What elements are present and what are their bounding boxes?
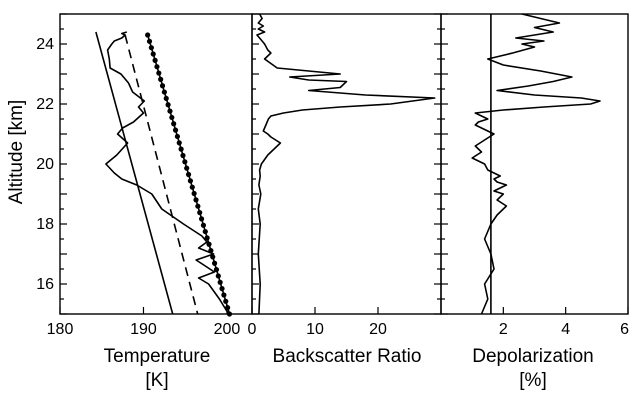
temperature-marker-point <box>202 228 208 235</box>
depolarization-plot-frame <box>440 13 629 315</box>
temperature-marker-point <box>161 89 167 95</box>
temperature-marker-point <box>152 57 158 63</box>
temperature-marker-point <box>174 133 181 140</box>
temperature-marker-point <box>217 279 223 285</box>
temperature-marker-point <box>176 140 182 146</box>
y-tick-label: 20 <box>36 156 54 173</box>
backscatter-x-tick-label: 0 <box>248 321 257 338</box>
temperature-marker-point <box>200 222 207 228</box>
temperature-panel: 16 18 20 22 24 180 190 200 <box>36 13 253 338</box>
depolarization-xlabel-line1: Depolarization <box>472 346 593 367</box>
temperature-marker-point <box>197 209 203 216</box>
backscatter-x-tick-label: 20 <box>369 321 387 338</box>
temperature-marker-point <box>167 108 173 114</box>
temperature-x-tick-label: 190 <box>130 321 157 338</box>
backscatter-plot-frame <box>251 13 442 315</box>
temperature-marker-point <box>182 159 188 165</box>
depolarization-x-tick-label: 2 <box>499 321 508 338</box>
temperature-x-tick-label: 200 <box>214 321 241 338</box>
temperature-marker-point <box>189 184 195 190</box>
temperature-marker-point <box>213 267 220 273</box>
temperature-marker-point <box>171 121 177 127</box>
temperature-marker-point <box>193 197 199 203</box>
temperature-marker-point <box>148 45 154 51</box>
temperature-marker-point <box>169 114 175 121</box>
temperature-marker-point <box>187 178 194 184</box>
temperature-marker-point <box>178 146 184 152</box>
temperature-marker-point <box>158 76 164 82</box>
depolarization-panel: 2 4 6 <box>440 13 629 338</box>
temperature-marker-point <box>210 254 216 260</box>
temperature-series-solid <box>105 31 230 315</box>
temperature-marker-point <box>145 32 151 38</box>
temperature-marker-point <box>195 203 201 209</box>
temperature-marker-point <box>180 152 186 159</box>
temperature-marker-point <box>219 286 225 292</box>
y-tick-label: 16 <box>36 276 54 293</box>
temperature-marker-point <box>156 70 162 76</box>
y-axis-title: Altitude [km] <box>6 100 27 205</box>
temperature-series-solid-thin <box>95 31 174 315</box>
backscatter-series-solid <box>256 13 436 315</box>
temperature-marker-point <box>198 216 205 222</box>
temperature-marker-point <box>165 102 171 108</box>
temperature-marker-point <box>191 190 197 197</box>
depolarization-x-tick-label: 4 <box>561 321 570 338</box>
backscatter-xlabel: Backscatter Ratio <box>273 346 422 367</box>
depolarization-series-solid <box>471 13 601 315</box>
temperature-marker-point <box>211 260 218 266</box>
backscatter-panel: 0 10 20 <box>248 13 442 338</box>
temperature-marker-point <box>163 95 169 102</box>
temperature-marker-point <box>215 273 221 279</box>
y-tick-label: 18 <box>36 216 54 233</box>
temperature-marker-point <box>223 298 229 304</box>
temperature-marker-point <box>146 38 153 44</box>
temperature-marker-point <box>221 292 227 298</box>
temperature-marker-point <box>204 235 210 241</box>
temperature-series-dashed <box>124 34 199 315</box>
temperature-marker-point <box>206 241 212 247</box>
backscatter-x-tick-label: 10 <box>306 321 324 338</box>
depolarization-xlabel-line2: [%] <box>519 370 546 391</box>
y-tick-label: 22 <box>36 96 54 113</box>
temperature-xlabel-line1: Temperature <box>104 346 211 367</box>
temperature-marker-point <box>154 64 160 70</box>
temperature-x-tick-label: 180 <box>47 321 74 338</box>
temperature-xlabel-line2: [K] <box>145 370 168 391</box>
y-tick-label: 24 <box>36 36 54 53</box>
temperature-marker-point <box>185 171 192 178</box>
temperature-marker-point <box>184 165 190 171</box>
depolarization-x-tick-label: 6 <box>620 321 629 338</box>
temperature-marker-point <box>150 51 156 57</box>
temperature-marker-point <box>159 83 166 89</box>
temperature-marker-point <box>172 127 179 133</box>
